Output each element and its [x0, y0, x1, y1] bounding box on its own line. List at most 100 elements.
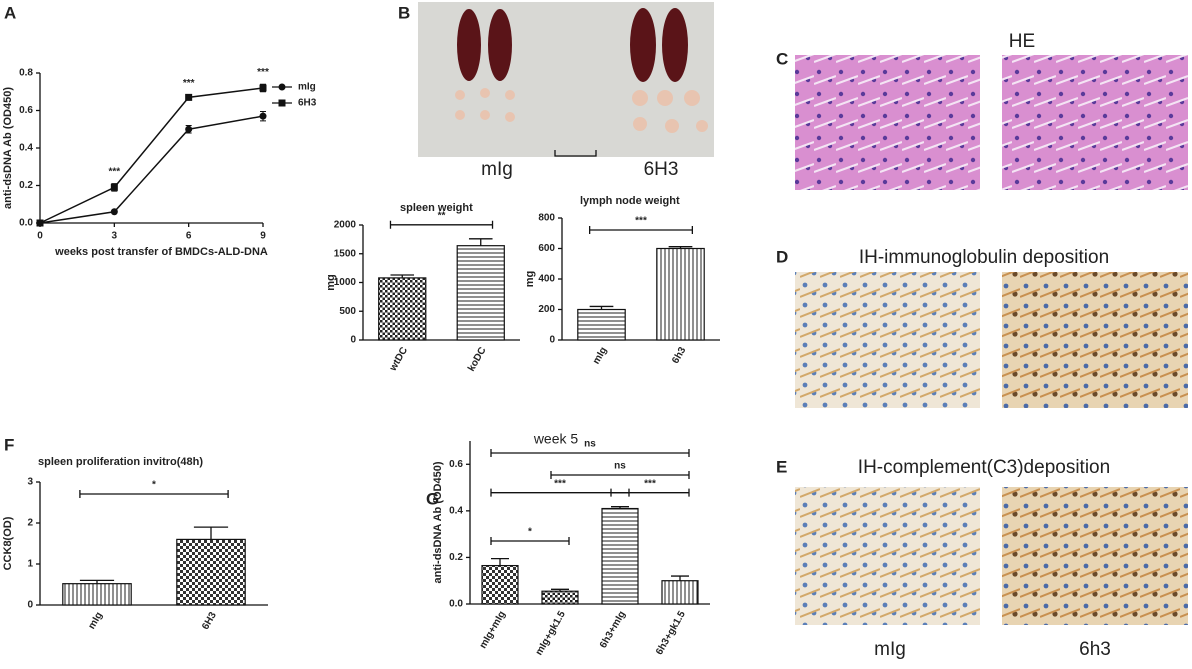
y-tick-label: 1 [27, 559, 33, 570]
x-tick-label: 6h3+mIg [598, 609, 628, 650]
y-tick-label: 0 [350, 335, 356, 346]
caption: HE [1009, 31, 1035, 52]
bar [456, 245, 505, 341]
x-tick-label: 6 [186, 231, 192, 242]
y-tick-label: 0.6 [449, 459, 463, 470]
marker [185, 125, 193, 133]
bar [541, 590, 579, 605]
y-tick-label: 0 [27, 600, 33, 611]
x-tick-label: 9 [260, 231, 266, 242]
organ [457, 9, 481, 81]
x-tick-label: mIg+gk1.5 [534, 609, 568, 657]
y-tick-label: 3 [27, 477, 33, 488]
y-tick-label: 600 [538, 243, 555, 254]
y-axis-label: mg [325, 274, 337, 291]
y-tick-label: 1000 [334, 277, 357, 288]
y-tick-label: 800 [538, 213, 555, 224]
caption: IH-immunoglobulin deposition [859, 247, 1109, 268]
legend-marker [278, 83, 286, 91]
line [39, 87, 264, 224]
x-tick-label: koDC [466, 345, 489, 373]
y-axis-label: anti-dsDNA Ab (OD450) [2, 87, 14, 209]
panel-label: B [398, 3, 410, 22]
caption: IH-complement(C3)deposition [858, 457, 1110, 478]
line [39, 115, 264, 224]
marker [259, 112, 267, 120]
legend-label: mIg [298, 82, 316, 93]
y-axis-label: mg [524, 271, 536, 288]
organ [662, 8, 688, 82]
marker [110, 208, 118, 216]
x-tick-label: 6H3 [200, 610, 219, 632]
organ [630, 8, 656, 82]
error-bar [468, 238, 493, 246]
significance-bracket [389, 220, 494, 229]
legend-marker [278, 99, 286, 107]
y-tick-label: 2 [27, 518, 33, 529]
y-tick-label: 2000 [334, 220, 357, 231]
micrograph [795, 487, 980, 625]
bar [577, 308, 626, 341]
significance-label: ns [584, 439, 596, 450]
micrograph [1002, 487, 1188, 625]
significance-bracket [610, 488, 690, 497]
error-bar [491, 557, 509, 566]
significance-bracket [550, 471, 690, 479]
y-tick-label: 0.4 [19, 143, 33, 154]
bar [176, 538, 246, 606]
significance-bracket [79, 490, 229, 498]
significance-label: *** [644, 478, 656, 489]
caption: mIg [874, 639, 906, 660]
y-tick-label: 0.2 [449, 552, 463, 563]
y-tick-label: 0.6 [19, 105, 33, 116]
panel-label: C [776, 49, 788, 68]
panel-label: D [776, 247, 788, 266]
x-tick-label: mIg [86, 610, 104, 631]
marker [110, 183, 118, 191]
x-tick-label: 3 [112, 231, 118, 242]
significance-bracket [589, 226, 693, 234]
micrograph [795, 55, 980, 190]
y-tick-label: 400 [538, 274, 555, 285]
micrograph [795, 272, 980, 408]
scale-bar [554, 150, 597, 157]
legend-label: 6H3 [298, 98, 317, 109]
error-bar [193, 526, 229, 540]
panel-label: G [426, 489, 439, 508]
significance-label: *** [554, 478, 566, 489]
y-tick-label: 0.8 [19, 68, 33, 79]
significance-label: ** [438, 210, 446, 221]
marker [185, 93, 193, 101]
error-bar [671, 575, 689, 581]
y-tick-label: 0.4 [449, 505, 463, 516]
bar [62, 583, 132, 606]
panel-label: E [776, 457, 787, 476]
caption: 6h3 [1079, 639, 1111, 660]
x-tick-label: 6h3+gk1.5 [654, 609, 688, 657]
bar [656, 247, 705, 341]
chart-title: week 5 [533, 431, 579, 447]
y-axis-label: CCK8(OD) [2, 516, 14, 570]
panel-label: F [4, 435, 14, 454]
chart-title: spleen weight [400, 202, 473, 214]
annotation: *** [108, 166, 120, 177]
y-tick-label: 200 [538, 304, 555, 315]
bar [481, 564, 519, 605]
bar [661, 580, 699, 605]
x-tick-label: 0 [37, 231, 43, 242]
chart-title: lymph node weight [580, 195, 680, 207]
y-tick-label: 1500 [334, 248, 357, 259]
x-tick-label: wtDC [387, 345, 410, 374]
significance-bracket [490, 449, 690, 457]
marker [259, 84, 267, 92]
annotation: *** [183, 78, 195, 89]
micrograph [1002, 272, 1188, 408]
panel-label: A [4, 3, 16, 22]
marker [36, 219, 44, 227]
lymph-nodes [455, 88, 708, 133]
y-tick-label: 0 [549, 335, 555, 346]
y-tick-label: 0.0 [19, 218, 33, 229]
x-tick-label: 6h3 [670, 345, 688, 366]
y-tick-label: 0.2 [19, 180, 33, 191]
